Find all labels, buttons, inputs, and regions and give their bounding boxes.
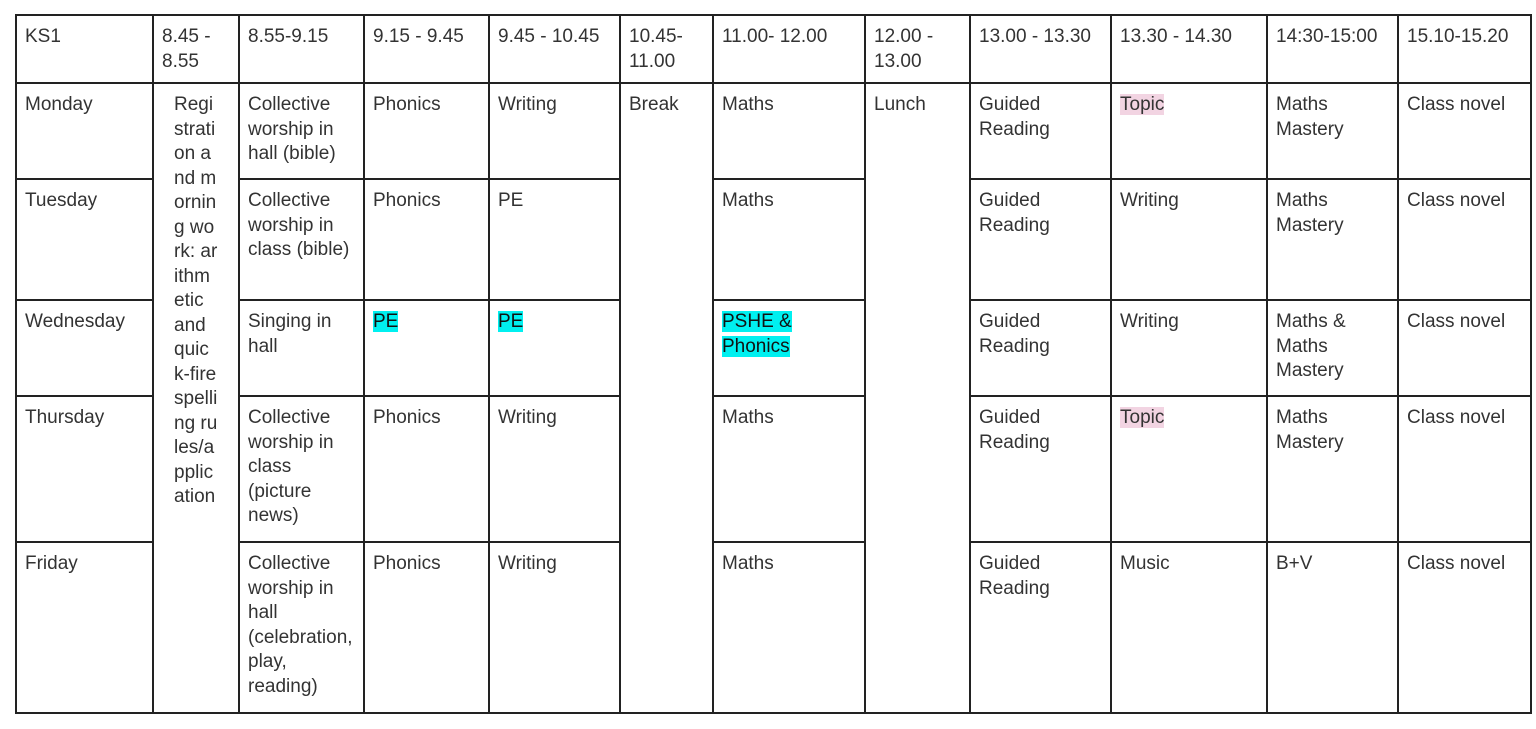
time-slot-header: 10.45- 11.00 [619, 14, 714, 84]
lesson-cell: Writing [488, 395, 621, 543]
lesson-cell: PE [488, 299, 621, 397]
lesson-cell: Guided Reading [969, 395, 1112, 543]
lesson-cell: Maths Mastery [1266, 82, 1399, 180]
time-slot-header: 14:30-15:00 [1266, 14, 1399, 84]
lesson-cell: Maths [712, 395, 866, 543]
highlighted-text: PE [498, 311, 524, 332]
lesson-cell: Class novel [1397, 82, 1532, 180]
lesson-cell: Class novel [1397, 395, 1532, 543]
time-slot-header: 15.10-15.20 [1397, 14, 1532, 84]
lesson-cell: Maths [712, 541, 866, 714]
day-row: Thursday Collective worship in class (pic… [15, 395, 1532, 543]
lesson-cell: Maths Mastery [1266, 395, 1399, 543]
time-slot-header: 9.45 - 10.45 [488, 14, 621, 84]
lesson-cell: Phonics [363, 541, 490, 714]
time-slot-header: 12.00 - 13.00 [864, 14, 971, 84]
lesson-cell: Maths & Maths Mastery [1266, 299, 1399, 397]
lesson-cell: Phonics [363, 178, 490, 301]
worship-cell: Collective worship in hall (celebration,… [238, 541, 365, 714]
lesson-cell: PE [363, 299, 490, 397]
lesson-cell: Writing [1110, 299, 1268, 397]
day-label: Thursday [15, 395, 154, 543]
lesson-cell: Maths Mastery [1266, 178, 1399, 301]
lesson-cell: Maths [712, 82, 866, 180]
worship-cell: Collective worship in class (picture new… [238, 395, 365, 543]
highlighted-text: PE [373, 311, 399, 332]
lesson-cell: Guided Reading [969, 299, 1112, 397]
break-cell: Break [619, 82, 714, 714]
lesson-cell: Writing [1110, 178, 1268, 301]
day-row: Friday Collective worship in hall (celebr… [15, 541, 1532, 714]
header-row: KS1 8.45 - 8.55 8.55-9.15 9.15 - 9.45 9.45 -… [15, 14, 1532, 84]
registration-cell: Registration and morning work: arithmeti… [152, 82, 240, 714]
lesson-cell: Phonics [363, 395, 490, 543]
day-row: Tuesday Collective worship in class (bibl… [15, 178, 1532, 301]
lesson-cell: Guided Reading [969, 178, 1112, 301]
lesson-cell: Topic [1110, 82, 1268, 180]
lesson-cell: Guided Reading [969, 541, 1112, 714]
lesson-cell: Writing [488, 82, 621, 180]
lesson-cell: Guided Reading [969, 82, 1112, 180]
worship-cell: Collective worship in class (bible) [238, 178, 365, 301]
highlighted-text: PSHE & Phonics [722, 311, 792, 357]
time-slot-header: 13.00 - 13.30 [969, 14, 1112, 84]
ks1-timetable: KS1 8.45 - 8.55 8.55-9.15 9.15 - 9.45 9.45 -… [15, 14, 1532, 714]
time-slot-header: 13.30 - 14.30 [1110, 14, 1268, 84]
lesson-cell: Maths [712, 178, 866, 301]
worship-cell: Collective worship in hall (bible) [238, 82, 365, 180]
lesson-cell: Class novel [1397, 299, 1532, 397]
lesson-cell: B+V [1266, 541, 1399, 714]
day-row: Monday Registration and morning work: ari… [15, 82, 1532, 714]
day-label: Wednesday [15, 299, 154, 397]
time-slot-header: 8.55-9.15 [238, 14, 365, 84]
highlighted-text: Topic [1120, 94, 1165, 115]
highlighted-text: Topic [1120, 407, 1165, 428]
lesson-cell: Topic [1110, 395, 1268, 543]
worship-cell: Singing in hall [238, 299, 365, 397]
day-label: Monday [15, 82, 154, 180]
lesson-cell: Music [1110, 541, 1268, 714]
lesson-cell: PE [488, 178, 621, 301]
day-row: Wednesday Singing in hall PE PE PSHE & Phoni… [15, 299, 1532, 397]
lesson-cell: Writing [488, 541, 621, 714]
time-slot-header: 8.45 - 8.55 [152, 14, 240, 84]
lesson-cell: PSHE & Phonics [712, 299, 866, 397]
lesson-cell: Class novel [1397, 541, 1532, 714]
lesson-cell: Class novel [1397, 178, 1532, 301]
day-label: Tuesday [15, 178, 154, 301]
time-slot-header: 9.15 - 9.45 [363, 14, 490, 84]
day-label: Friday [15, 541, 154, 714]
time-slot-header: 11.00- 12.00 [712, 14, 866, 84]
key-stage-header: KS1 [15, 14, 154, 84]
lunch-cell: Lunch [864, 82, 971, 714]
lesson-cell: Phonics [363, 82, 490, 180]
